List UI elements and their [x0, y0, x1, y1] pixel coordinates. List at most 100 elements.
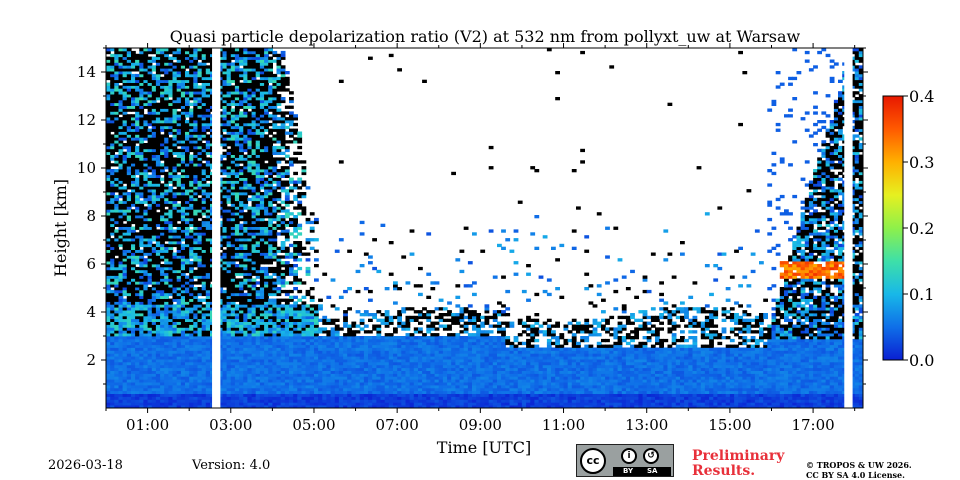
- heatmap-cell: [185, 203, 190, 207]
- heatmap-cell: [131, 220, 136, 225]
- heatmap-cell: [272, 171, 278, 176]
- heatmap-cell: [164, 278, 169, 282]
- heatmap-cell: [106, 125, 111, 130]
- heatmap-cell: [201, 385, 207, 389]
- heatmap-cell: [247, 99, 253, 104]
- heatmap-cell: [110, 373, 115, 377]
- heatmap-cell: [222, 272, 228, 276]
- heatmap-cell: [193, 232, 199, 236]
- heatmap-cell: [268, 356, 273, 360]
- heatmap-cell: [155, 145, 161, 150]
- heatmap-cell: [222, 143, 228, 147]
- heatmap-cell: [126, 148, 132, 153]
- heatmap-cell: [255, 402, 261, 406]
- heatmap-cell: [197, 307, 203, 311]
- heatmap-cell: [164, 220, 169, 225]
- heatmap-cell: [126, 120, 132, 124]
- heatmap-cell: [143, 212, 149, 216]
- heatmap-cell: [135, 301, 140, 305]
- heatmap-cell: [264, 194, 269, 199]
- heatmap-cell: [168, 367, 174, 371]
- heatmap-cell: [255, 73, 261, 78]
- heatmap-cell: [201, 68, 207, 72]
- heatmap-cell: [143, 229, 149, 233]
- heatmap-cell: [268, 229, 273, 233]
- heatmap-cell: [243, 148, 249, 153]
- heatmap-cell: [218, 399, 224, 403]
- heatmap-cell: [131, 85, 136, 89]
- heatmap-cell: [189, 364, 194, 369]
- heatmap-cell: [255, 387, 261, 392]
- heatmap-cell: [234, 344, 240, 348]
- heatmap-cell: [110, 163, 115, 167]
- heatmap-cell: [247, 275, 253, 279]
- heatmap-cell: [118, 50, 124, 55]
- heatmap-cell: [160, 56, 165, 60]
- heatmap-cell: [205, 125, 211, 130]
- heatmap-cell: [185, 370, 190, 374]
- heatmap-cell: [226, 194, 232, 199]
- heatmap-cell: [114, 350, 120, 354]
- heatmap-cell: [255, 269, 261, 274]
- heatmap-cell: [131, 79, 136, 83]
- heatmap-cell: [247, 385, 253, 389]
- heatmap-cell: [247, 402, 253, 406]
- heatmap-cell: [222, 313, 228, 317]
- heatmap-cell: [185, 134, 190, 138]
- heatmap-cell: [110, 97, 115, 101]
- heatmap-cell: [180, 318, 186, 322]
- heatmap-cell: [201, 212, 207, 216]
- heatmap-cell: [185, 330, 190, 334]
- heatmap-cell: [239, 212, 244, 216]
- heatmap-cell: [118, 163, 124, 167]
- heatmap-cell: [168, 241, 174, 245]
- heatmap-cell: [222, 264, 228, 268]
- heatmap-cell: [122, 261, 128, 265]
- heatmap-cell: [230, 373, 236, 377]
- heatmap-cell: [247, 327, 253, 331]
- heatmap-cell: [168, 238, 174, 242]
- heatmap-cell: [176, 284, 182, 288]
- heatmap-cell: [247, 154, 253, 158]
- heatmap-cell: [234, 73, 240, 78]
- heatmap-cell: [114, 324, 120, 328]
- heatmap-cell: [151, 220, 157, 225]
- heatmap-cell: [197, 321, 203, 325]
- heatmap-cell: [110, 376, 115, 380]
- heatmap-cell: [272, 189, 278, 193]
- heatmap-cell: [151, 97, 157, 101]
- heatmap-cell: [135, 157, 140, 161]
- heatmap-cell: [147, 298, 153, 302]
- heatmap-cell: [247, 169, 253, 173]
- heatmap-cell: [226, 289, 232, 294]
- heatmap-cell: [189, 255, 194, 259]
- heatmap-cell: [243, 330, 249, 334]
- heatmap-cell: [268, 235, 273, 239]
- heatmap-cell: [114, 379, 120, 383]
- heatmap-cell: [126, 232, 132, 236]
- heatmap-cell: [160, 315, 165, 320]
- heatmap-cell: [226, 117, 232, 121]
- heatmap-cell: [151, 128, 157, 132]
- heatmap-cell: [272, 166, 278, 170]
- heatmap-cell: [168, 307, 174, 311]
- heatmap-cell: [160, 94, 165, 98]
- heatmap-cell: [193, 361, 199, 366]
- heatmap-cell: [151, 298, 157, 302]
- heatmap-cell: [201, 197, 207, 202]
- heatmap-cell: [268, 310, 273, 314]
- heatmap-cell: [189, 220, 194, 225]
- heatmap-cell: [122, 99, 128, 104]
- heatmap-cell: [110, 183, 115, 187]
- heatmap-cell: [155, 327, 161, 331]
- heatmap-cell: [218, 166, 224, 170]
- heatmap-cell: [122, 405, 128, 408]
- heatmap-cell: [135, 376, 140, 380]
- heatmap-cell: [222, 390, 228, 394]
- heatmap-cell: [106, 275, 111, 279]
- heatmap-cell: [205, 157, 211, 161]
- heatmap-cell: [243, 333, 249, 337]
- heatmap-cell: [197, 405, 203, 408]
- heatmap-cell: [110, 117, 115, 121]
- heatmap-cell: [193, 215, 199, 219]
